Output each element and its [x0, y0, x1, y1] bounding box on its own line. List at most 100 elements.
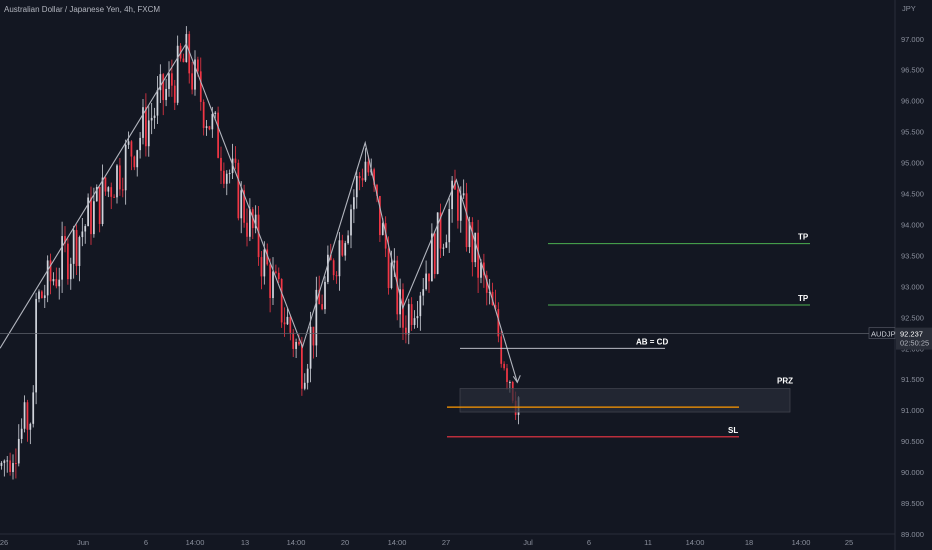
candle-body	[61, 236, 63, 280]
candle-body	[431, 233, 433, 282]
candle-body	[17, 438, 20, 464]
candle-body	[428, 273, 430, 282]
candle-body	[110, 187, 113, 197]
candle-body	[298, 341, 300, 345]
candle-body	[67, 243, 69, 280]
candle-body	[142, 107, 144, 138]
candle-body	[147, 120, 150, 147]
candle-body	[90, 197, 92, 235]
candle-body	[153, 115, 156, 118]
candle-body	[425, 273, 427, 290]
candle-body	[107, 187, 110, 192]
y-tick-label: 91.000	[901, 406, 924, 415]
candle-body	[223, 170, 225, 184]
candle-body	[410, 304, 413, 326]
candle-body	[101, 177, 104, 225]
candle-body	[289, 316, 292, 333]
candle-body	[413, 318, 416, 326]
candle-body	[344, 243, 347, 256]
candle-body	[509, 382, 511, 384]
candle-body	[364, 161, 367, 181]
x-tick-label: 14:00	[388, 538, 407, 547]
candle-body	[439, 212, 442, 249]
price-axis	[895, 0, 932, 550]
candle-body	[38, 291, 40, 299]
y-tick-label: 92.500	[901, 313, 924, 322]
candle-body	[474, 232, 477, 263]
tp-label: TP	[798, 233, 809, 242]
candle-body	[301, 344, 303, 389]
candle-body	[355, 175, 358, 198]
candle-body	[347, 235, 349, 244]
candle-body	[78, 237, 81, 266]
candle-body	[416, 316, 419, 319]
candle-body	[436, 212, 439, 274]
candle-body	[185, 34, 188, 63]
candle-body	[353, 197, 355, 210]
candle-body	[269, 264, 271, 299]
candle-body	[211, 113, 214, 130]
candle-body	[335, 275, 338, 277]
candle-body	[35, 298, 37, 393]
candle-body	[162, 74, 165, 101]
candle-body	[246, 222, 248, 237]
candle-body	[312, 326, 315, 346]
candle-body	[217, 112, 219, 158]
candle-body	[387, 248, 390, 289]
y-tick-label: 90.500	[901, 437, 924, 446]
candle-body	[182, 58, 185, 63]
price-tag-bg	[896, 327, 932, 350]
candle-body	[124, 144, 127, 191]
candle-body	[165, 88, 167, 101]
last-price-value: 92.237	[900, 330, 923, 339]
candle-body	[93, 201, 95, 235]
candle-body	[9, 460, 11, 473]
candle-body	[208, 126, 211, 130]
candle-body	[95, 187, 98, 202]
candle-body	[468, 222, 471, 248]
candle-body	[171, 73, 173, 86]
candle-body	[113, 196, 115, 198]
candle-body	[381, 223, 384, 236]
candle-body	[407, 304, 410, 335]
x-tick-label: 6	[587, 538, 591, 547]
pattern-arrow-head	[512, 375, 521, 384]
candle-body	[234, 158, 237, 163]
candle-body	[119, 165, 121, 190]
candle-body	[145, 107, 147, 147]
candle-body	[168, 73, 170, 89]
candle-body	[49, 260, 52, 282]
candle-body	[280, 279, 283, 323]
candle-body	[194, 59, 196, 90]
symbol-tag	[868, 327, 896, 339]
candle-body	[321, 304, 323, 310]
candle-body	[315, 289, 318, 346]
candle-body	[43, 295, 46, 298]
candle-body	[205, 126, 208, 128]
x-tick-label: 25	[845, 538, 853, 547]
candle-body	[240, 190, 243, 219]
abcd-label: AB = CD	[636, 337, 668, 346]
candle-body	[477, 232, 479, 278]
y-tick-label: 89.500	[901, 499, 924, 508]
sl-label: SL	[728, 426, 738, 435]
y-tick-label: 93.500	[901, 251, 924, 260]
candle-body	[197, 59, 199, 72]
candle-body	[104, 177, 107, 192]
candle-body	[191, 73, 193, 90]
candle-body	[243, 190, 245, 223]
candle-body	[367, 161, 370, 173]
candle-body	[6, 460, 9, 462]
candle-body	[228, 173, 231, 175]
candle-body	[32, 392, 35, 424]
candle-body	[46, 260, 49, 296]
candle-body	[303, 382, 306, 389]
candle-body	[69, 263, 72, 280]
x-tick-label: 26	[0, 538, 8, 547]
candle-body	[393, 260, 396, 263]
candle-body	[376, 184, 378, 196]
candle-body	[442, 247, 445, 249]
candle-body	[399, 289, 401, 315]
candle-body	[15, 463, 17, 465]
